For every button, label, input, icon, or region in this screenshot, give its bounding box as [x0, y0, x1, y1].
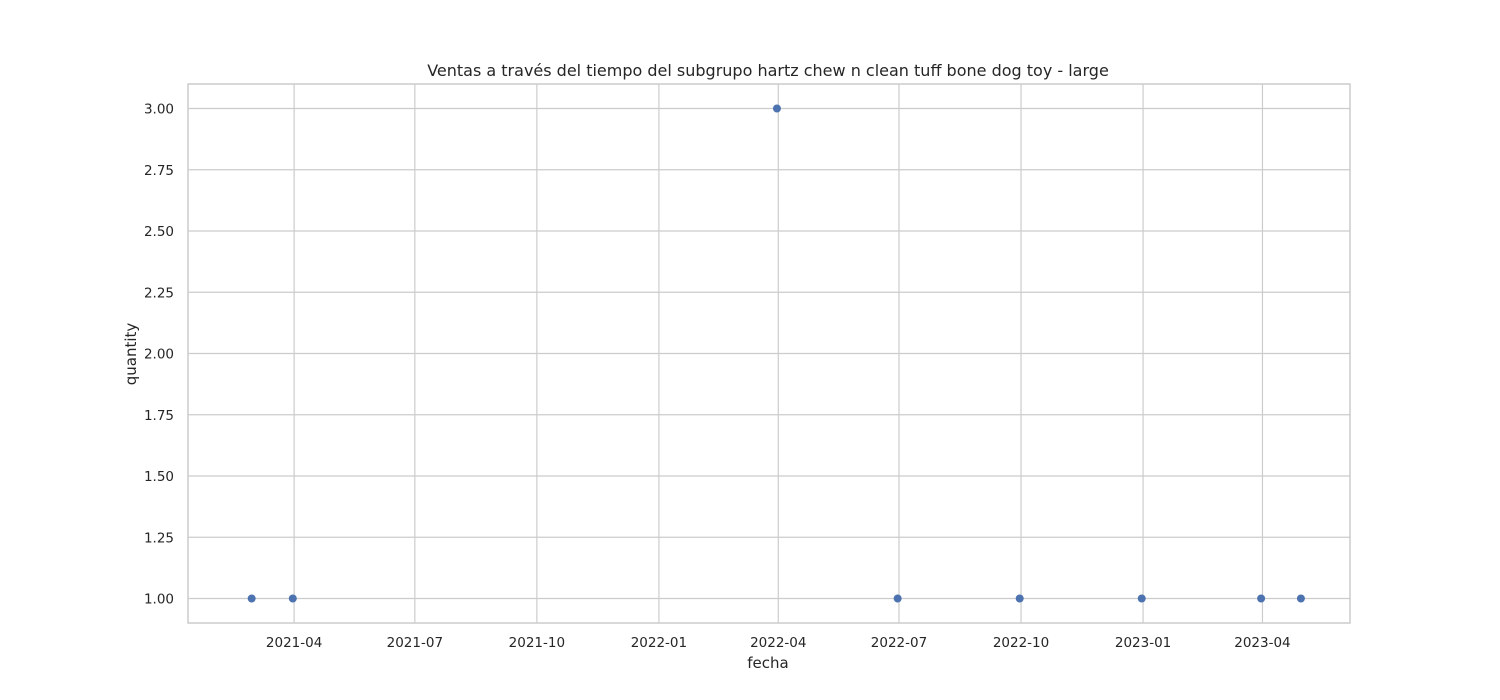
data-point [893, 594, 902, 603]
y-tick-label: 1.75 [144, 408, 174, 424]
data-point [1137, 594, 1146, 603]
data-point [1015, 594, 1024, 603]
y-tick-label: 2.75 [144, 163, 174, 179]
data-point [247, 594, 256, 603]
y-tick-label: 2.50 [144, 224, 174, 240]
y-tick-label: 1.00 [144, 592, 174, 608]
y-tick-label: 3.00 [144, 102, 174, 118]
y-tick-label: 2.00 [144, 347, 174, 363]
chart-title: Ventas a través del tiempo del subgrupo … [427, 61, 1109, 80]
data-point [772, 104, 781, 113]
data-point [1257, 594, 1266, 603]
x-tick-label: 2023-04 [1234, 635, 1290, 651]
x-tick-label: 2022-01 [631, 635, 687, 651]
x-tick-label: 2022-10 [993, 635, 1049, 651]
y-tick-label: 2.25 [144, 285, 174, 301]
x-tick-labels: 2021-04 2021-07 2021-10 2022-01 2022-04 2022-… [266, 635, 1291, 651]
data-point [288, 594, 297, 603]
y-tick-label: 1.50 [144, 469, 174, 485]
x-tick-label: 2021-04 [266, 635, 322, 651]
grid [188, 84, 1350, 623]
y-axis-label: quantity [122, 323, 140, 386]
x-tick-label: 2022-04 [750, 635, 806, 651]
x-tick-label: 2023-01 [1115, 635, 1171, 651]
data-points [247, 104, 1305, 603]
x-tick-label: 2022-07 [871, 635, 927, 651]
data-point [1296, 594, 1305, 603]
y-tick-label: 1.25 [144, 530, 174, 546]
x-axis-label: fecha [747, 654, 788, 672]
x-tick-label: 2021-07 [387, 635, 443, 651]
y-tick-labels: 1.00 1.25 1.50 1.75 2.00 2.25 2.50 2.75 3.00 [144, 102, 174, 608]
x-tick-label: 2021-10 [509, 635, 565, 651]
